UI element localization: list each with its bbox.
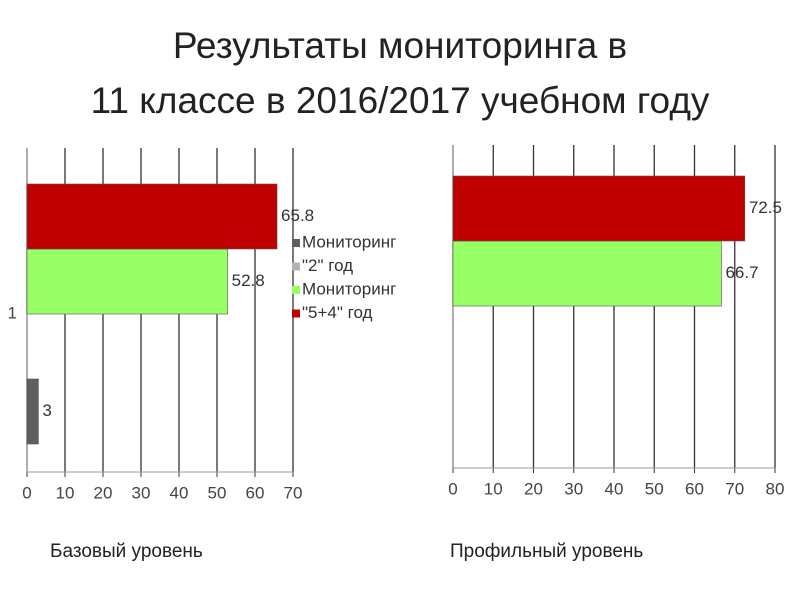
x-tick-label: 30	[564, 479, 583, 498]
x-tick-label: 10	[484, 479, 503, 498]
x-tick-label: 40	[605, 479, 624, 498]
legend-swatch	[292, 262, 300, 271]
value-label: 72.5	[749, 198, 782, 217]
value-label: 65.8	[281, 206, 314, 225]
legend-label: Мониторинг	[302, 279, 396, 298]
x-tick-label: 70	[725, 479, 744, 498]
x-tick-label: 10	[56, 483, 75, 502]
value-label: 66.7	[725, 263, 758, 282]
chart-subtitle: Базовый уровень	[50, 541, 203, 562]
legend-label: "5+4" год	[302, 303, 373, 322]
x-tick-label: 50	[208, 483, 227, 502]
x-tick-label: 70	[284, 483, 303, 502]
bar	[26, 248, 228, 315]
bar	[452, 175, 746, 242]
legend-swatch	[292, 286, 300, 294]
title-line: Результаты мониторинга в	[173, 25, 627, 66]
legend-label: "2" год	[302, 256, 353, 275]
x-tick-label: 80	[766, 479, 785, 498]
x-tick-label: 20	[94, 483, 113, 502]
bar	[26, 378, 39, 445]
bar	[452, 240, 722, 307]
x-tick-label: 0	[22, 483, 31, 502]
legend-swatch	[292, 239, 300, 247]
legend-swatch	[292, 309, 300, 318]
x-tick-label: 20	[524, 479, 543, 498]
y-tick-label: 1	[8, 303, 17, 322]
title-line: 11 классе в 2016/2017 учебном году	[91, 80, 710, 121]
bar	[26, 183, 278, 250]
x-tick-label: 50	[645, 479, 664, 498]
x-tick-label: 0	[448, 479, 457, 498]
x-tick-label: 40	[170, 483, 189, 502]
x-tick-label: 60	[246, 483, 265, 502]
x-tick-label: 60	[685, 479, 704, 498]
value-label: 3	[42, 401, 51, 420]
chart-subtitle: Профильный уровень	[450, 541, 643, 562]
x-tick-label: 30	[132, 483, 151, 502]
value-label: 52.8	[232, 271, 265, 290]
legend-label: Мониторинг	[302, 232, 396, 251]
